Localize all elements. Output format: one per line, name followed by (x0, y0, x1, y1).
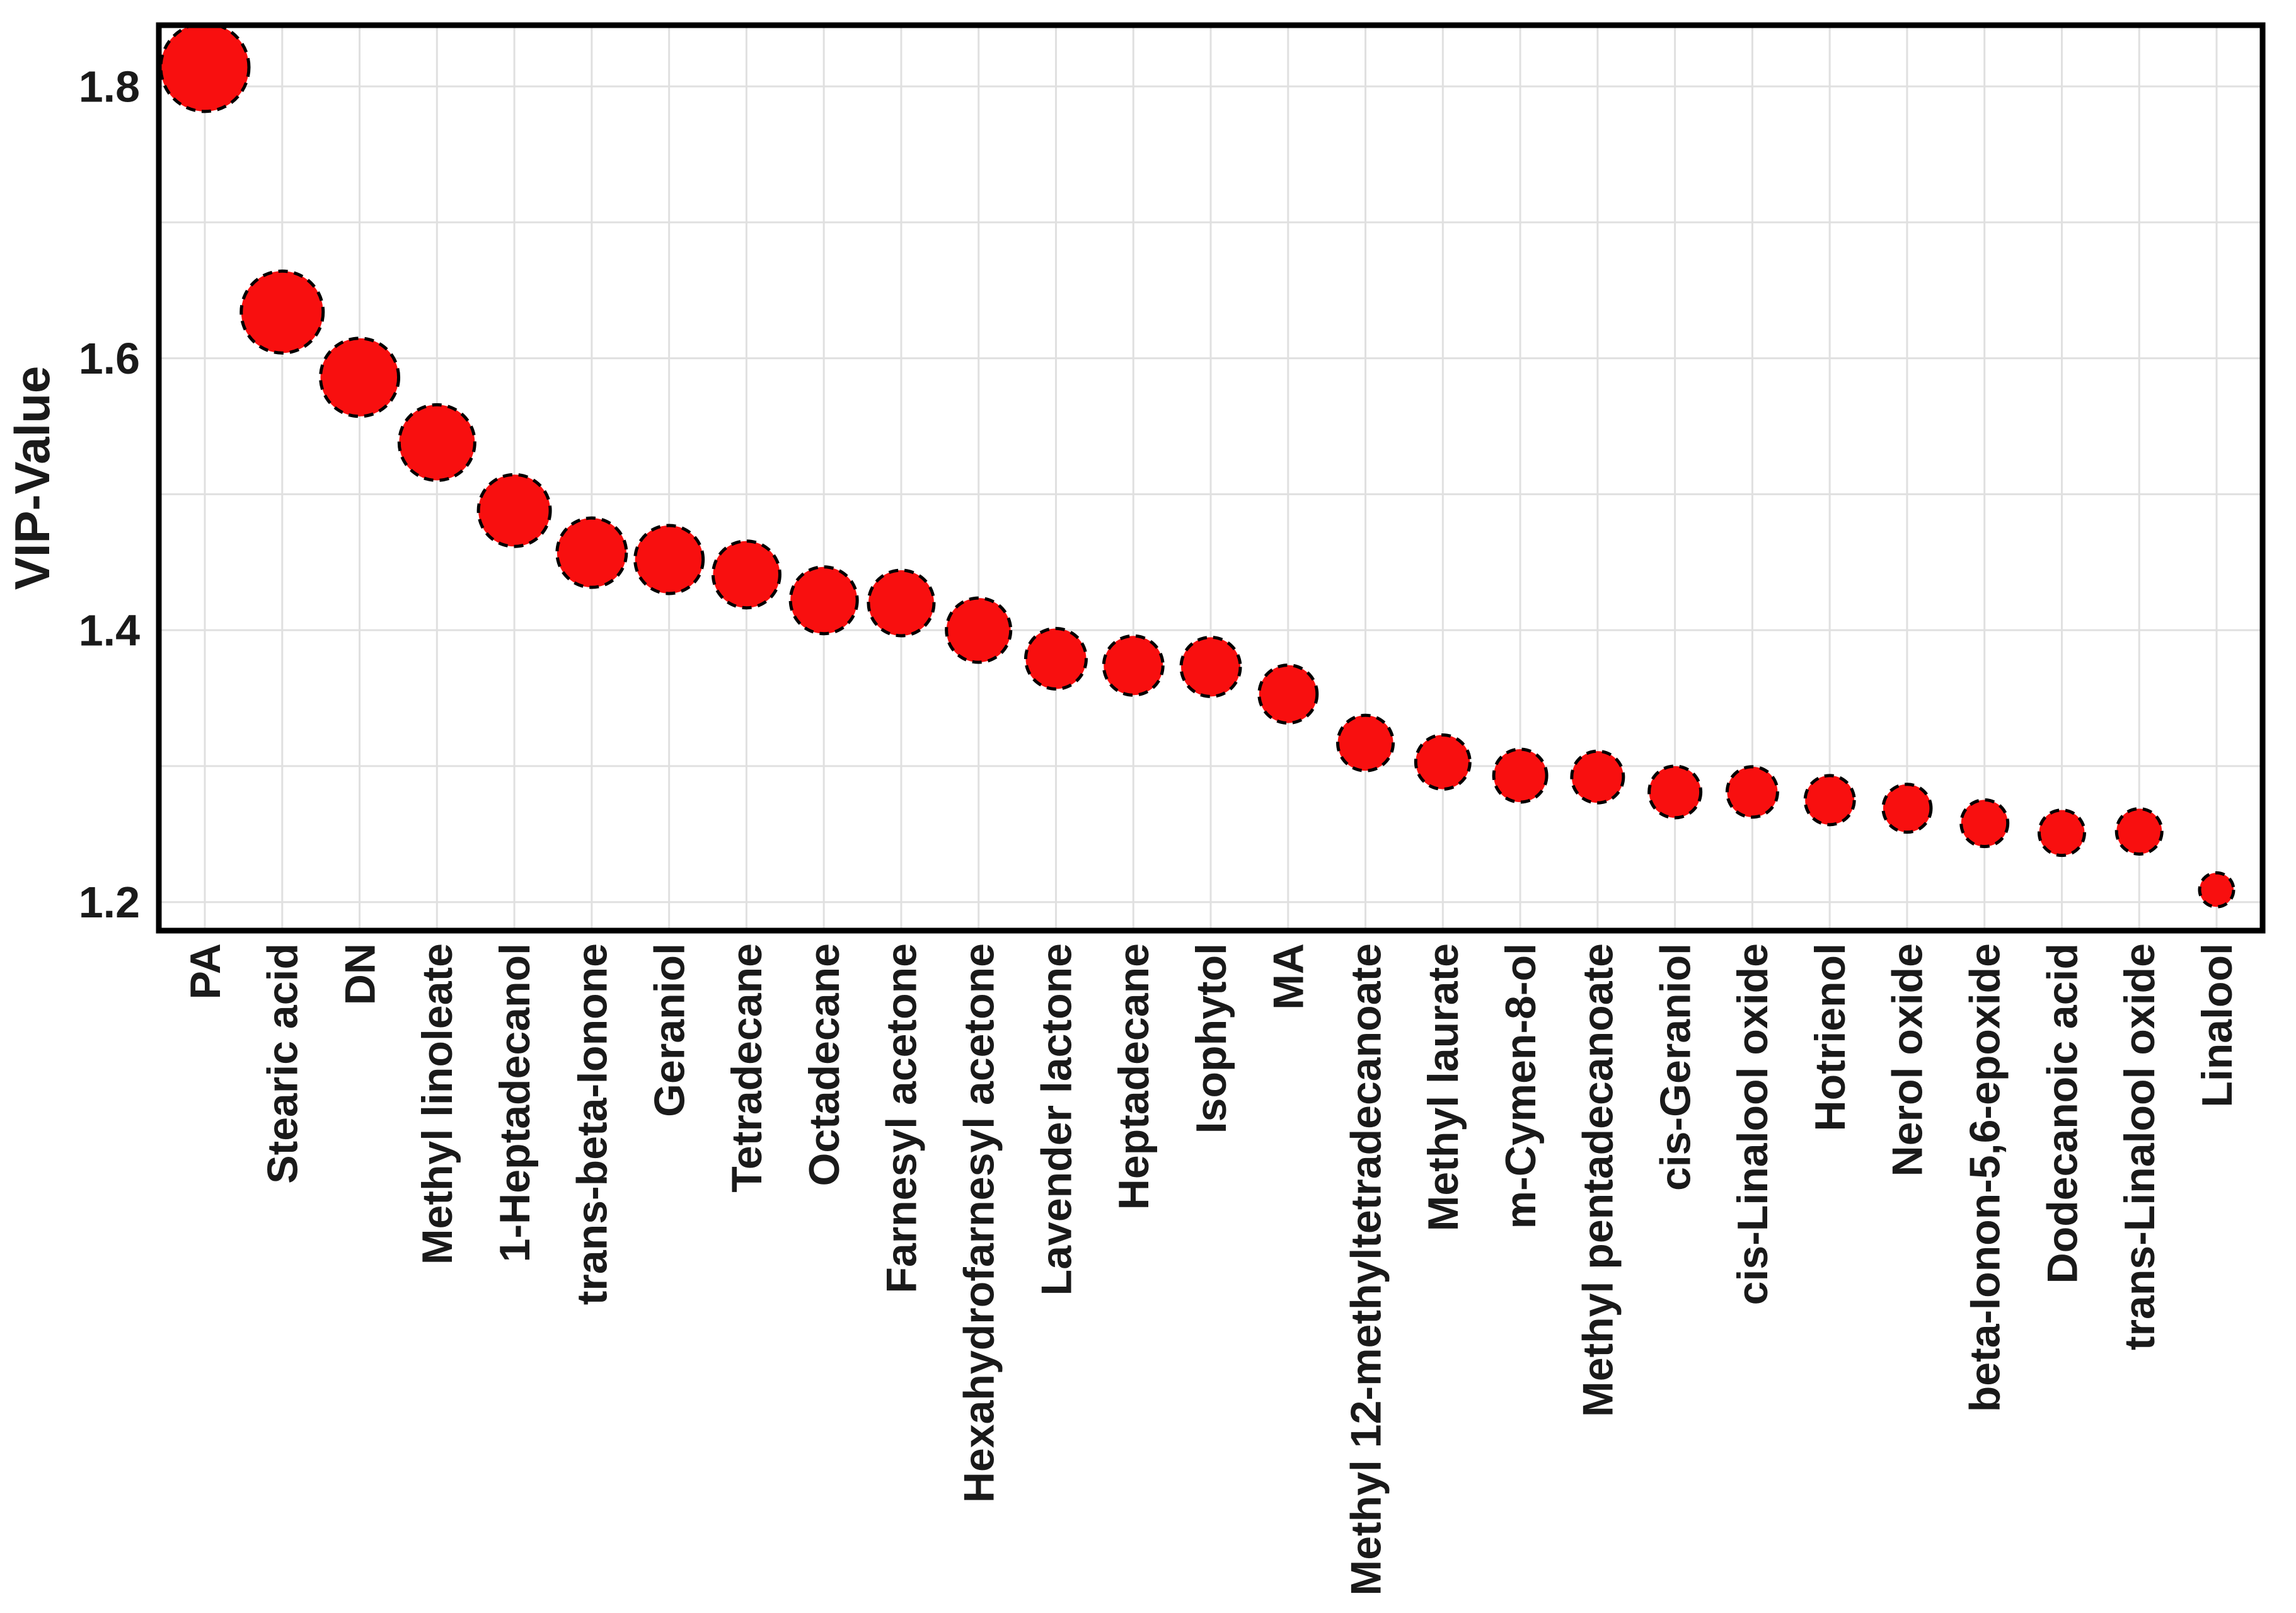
x-category-label: Geraniol (645, 943, 693, 1117)
x-category-label: beta-Ionon-5,6-epoxide (1961, 943, 2009, 1412)
x-category-label: MA (1265, 943, 1313, 1010)
data-point (1725, 765, 1779, 819)
data-point (1179, 635, 1242, 698)
data-point (1803, 774, 1856, 827)
data-point (1492, 747, 1549, 804)
gridlines (159, 25, 2263, 931)
x-category-label: trans-Linalool oxide (2116, 943, 2164, 1350)
data-point (2037, 808, 2086, 858)
x-category-label: trans-beta-Ionone (568, 943, 616, 1305)
data-point (159, 25, 251, 113)
x-category-label: Methyl linoleate (413, 943, 461, 1265)
x-category-label: Heptadecane (1110, 943, 1158, 1210)
data-point (711, 539, 782, 610)
x-category-label: Hexahydrofarnesyl acetone (955, 943, 1003, 1503)
data-point (1336, 713, 1395, 772)
data-point (1570, 749, 1625, 805)
plot-border (156, 22, 2266, 934)
y-tick-label: 1.6 (79, 334, 140, 383)
x-category-label: Tetradecane (723, 943, 771, 1193)
x-category-label: Isophytol (1187, 943, 1235, 1134)
data-point (239, 269, 325, 355)
x-category-label: 1-Heptadecanol (491, 943, 539, 1262)
data-points (159, 25, 2235, 909)
data-point (1414, 733, 1472, 791)
x-category-label: Stearic acid (259, 943, 307, 1184)
data-point (633, 524, 705, 595)
x-category-label: Methyl laurate (1419, 943, 1467, 1231)
data-point (555, 516, 628, 589)
y-axis-tick-labels: 1.8 1.6 1.4 1.2 (79, 62, 140, 927)
x-category-label: Hotrienol (1806, 943, 1854, 1131)
x-category-label: Nerol oxide (1884, 943, 1932, 1176)
x-category-label: Linalool (2193, 943, 2241, 1108)
data-point (1881, 783, 1933, 834)
x-category-label: Octadecane (800, 943, 848, 1186)
x-category-label: Farnesyl acetone (878, 943, 926, 1294)
x-category-label: DN (336, 943, 384, 1005)
x-category-label: Methyl 12-methyltetradecanoate (1342, 943, 1390, 1595)
data-point (945, 596, 1013, 664)
data-point (476, 473, 552, 548)
x-category-label: Dodecanoic acid (2038, 943, 2086, 1283)
data-point (319, 336, 401, 418)
data-point (1647, 764, 1703, 820)
x-category-label: Lavender lactone (1032, 943, 1080, 1295)
x-category-label: cis-Geraniol (1651, 943, 1699, 1191)
x-category-label: cis-Linalool oxide (1729, 943, 1777, 1305)
y-tick-label: 1.8 (79, 62, 140, 112)
data-point (1257, 663, 1319, 725)
x-category-label: PA (182, 943, 229, 999)
data-point (397, 403, 476, 482)
x-axis-category-labels: PA Stearic acid DN Methyl linoleate 1-Heptad… (182, 943, 2241, 1595)
y-axis-title: VIP-Value (4, 366, 60, 590)
y-tick-label: 1.4 (79, 606, 140, 655)
data-point (1024, 626, 1088, 691)
y-tick-label: 1.2 (79, 878, 140, 927)
data-point (1959, 798, 2010, 849)
data-point (867, 568, 936, 638)
x-category-label: m-Cymen-8-ol (1497, 943, 1545, 1229)
x-category-label: Methyl pentadecanoate (1574, 943, 1622, 1417)
data-point (1102, 634, 1165, 697)
data-point (2198, 871, 2235, 909)
data-point (788, 565, 859, 636)
data-point (2114, 806, 2164, 856)
